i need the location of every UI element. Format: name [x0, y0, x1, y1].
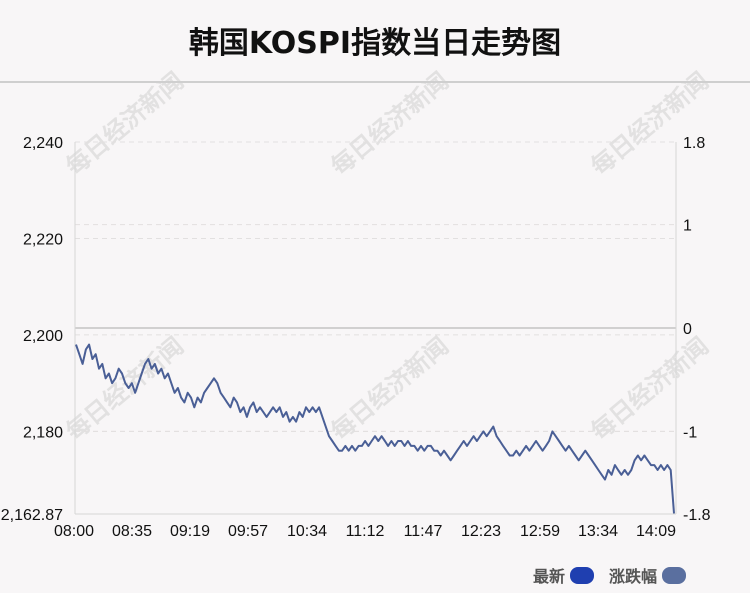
- legend-change-label: 涨跌幅: [609, 567, 658, 586]
- title-divider: [0, 81, 750, 83]
- x-tick-label: 12:23: [461, 523, 501, 540]
- x-tick-label: 10:34: [287, 523, 327, 540]
- x-tick-label: 08:00: [54, 523, 94, 540]
- y-left-tick-label: 2,180: [23, 424, 63, 441]
- y-right-tick-label: -1.8: [683, 507, 711, 524]
- legend-latest-label: 最新: [533, 567, 566, 586]
- legend-change-swatch: [662, 566, 687, 584]
- x-tick-label: 11:12: [346, 523, 385, 540]
- y-right-tick-label: -1: [683, 424, 697, 441]
- x-tick-label: 13:34: [578, 523, 618, 540]
- y-left-tick-label: 2,162.87: [1, 507, 63, 524]
- y-right-tick-label: 1: [683, 218, 692, 235]
- series-line-latest: [75, 343, 675, 514]
- x-tick-label: 14:09: [636, 523, 676, 540]
- x-tick-label: 09:19: [170, 523, 210, 540]
- y-left-tick-label: 2,220: [23, 231, 63, 248]
- x-tick-label: 11:47: [404, 523, 443, 540]
- chart-title: 韩国KOSPI指数当日走势图: [188, 26, 562, 61]
- legend-change: 涨跌幅: [609, 564, 687, 586]
- watermark-text: 每日经济新闻: [326, 67, 454, 181]
- x-tick-label: 08:35: [112, 523, 152, 540]
- watermark-text: 每日经济新闻: [61, 67, 189, 181]
- x-tick-label: 12:59: [520, 523, 560, 540]
- watermark-text: 每日经济新闻: [586, 67, 714, 181]
- y-left-tick-label: 2,200: [23, 328, 63, 345]
- x-tick-label: 09:57: [228, 523, 268, 540]
- watermark-text: 每日经济新闻: [326, 332, 454, 446]
- watermark-text: 每日经济新闻: [61, 332, 189, 446]
- y-right-tick-label: 1.8: [683, 135, 705, 152]
- y-left-tick-label: 2,240: [23, 135, 63, 152]
- y-right-tick-label: 0: [683, 321, 692, 338]
- legend-latest: 最新: [533, 564, 595, 586]
- legend-latest-swatch: [570, 566, 595, 584]
